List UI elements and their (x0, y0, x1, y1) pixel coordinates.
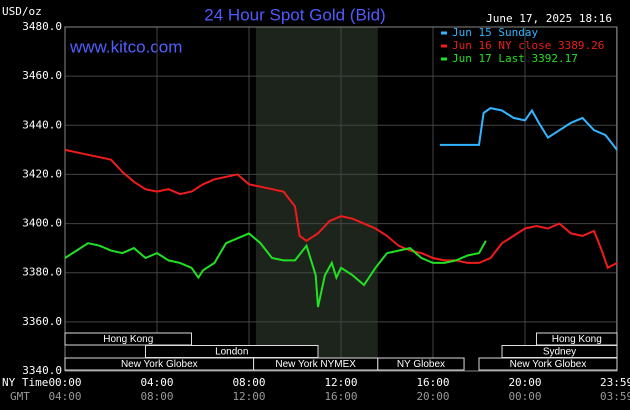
session-box (377, 357, 465, 371)
legend-label: Jun 16 NY close 3389.26 (452, 39, 604, 52)
session-label: New York NYMEX (275, 359, 356, 370)
y-tick-label: 3440.0 (22, 118, 62, 131)
y-tick-label: 3460.0 (22, 69, 62, 82)
x-tick-label: 23:59 (600, 376, 630, 389)
x2-tick-label: 08:00 (140, 390, 173, 403)
x2-tick-label: 04:00 (48, 390, 81, 403)
x-tick-label: 04:00 (140, 376, 173, 389)
legend-label: Jun 17 Last 3392.17 (452, 52, 578, 65)
x-tick-label: 12:00 (324, 376, 357, 389)
price-line (64, 148, 618, 270)
chart-title: 24 Hour Spot Gold (Bid) (204, 5, 385, 24)
x2-tick-label: 03:59 (600, 390, 630, 403)
session-box (64, 332, 192, 346)
y-tick-label: 3340.0 (22, 364, 62, 377)
shaded-session (255, 27, 378, 371)
x-tick-label: 20:00 (508, 376, 541, 389)
x2-tick-label: 16:00 (324, 390, 357, 403)
x2-axis-label: GMT (10, 390, 30, 403)
y-tick-label: 3380.0 (22, 266, 62, 279)
legend-label: Jun 15 Sunday (452, 26, 538, 39)
session-label: Hong Kong (103, 334, 153, 345)
x2-tick-label: 00:00 (508, 390, 541, 403)
y-tick-label: 3420.0 (22, 167, 62, 180)
session-label: New York Globex (510, 359, 587, 370)
session-label: NY Globex (397, 359, 445, 370)
y-tick-label: 3360.0 (22, 315, 62, 328)
y-axis-label: USD/oz (2, 5, 42, 18)
x-axis-label: NY Time (2, 376, 48, 389)
y-tick-label: 3480.0 (22, 20, 62, 33)
timestamp: June 17, 2025 18:16 (486, 12, 612, 25)
session-label: New York Globex (121, 359, 198, 370)
plot-frame (64, 26, 618, 372)
session-label: London (215, 347, 248, 358)
x-tick-label: 08:00 (232, 376, 265, 389)
x-tick-label: 16:00 (416, 376, 449, 389)
price-line (439, 107, 618, 151)
x2-tick-label: 12:00 (232, 390, 265, 403)
y-tick-label: 3400.0 (22, 217, 62, 230)
x-tick-label: 00:00 (48, 376, 81, 389)
watermark: www.kitco.com (69, 37, 182, 56)
price-line (64, 232, 487, 308)
session-box (478, 357, 618, 371)
x2-tick-label: 20:00 (416, 390, 449, 403)
session-label: Hong Kong (552, 334, 602, 345)
session-label: Sydney (543, 347, 576, 358)
